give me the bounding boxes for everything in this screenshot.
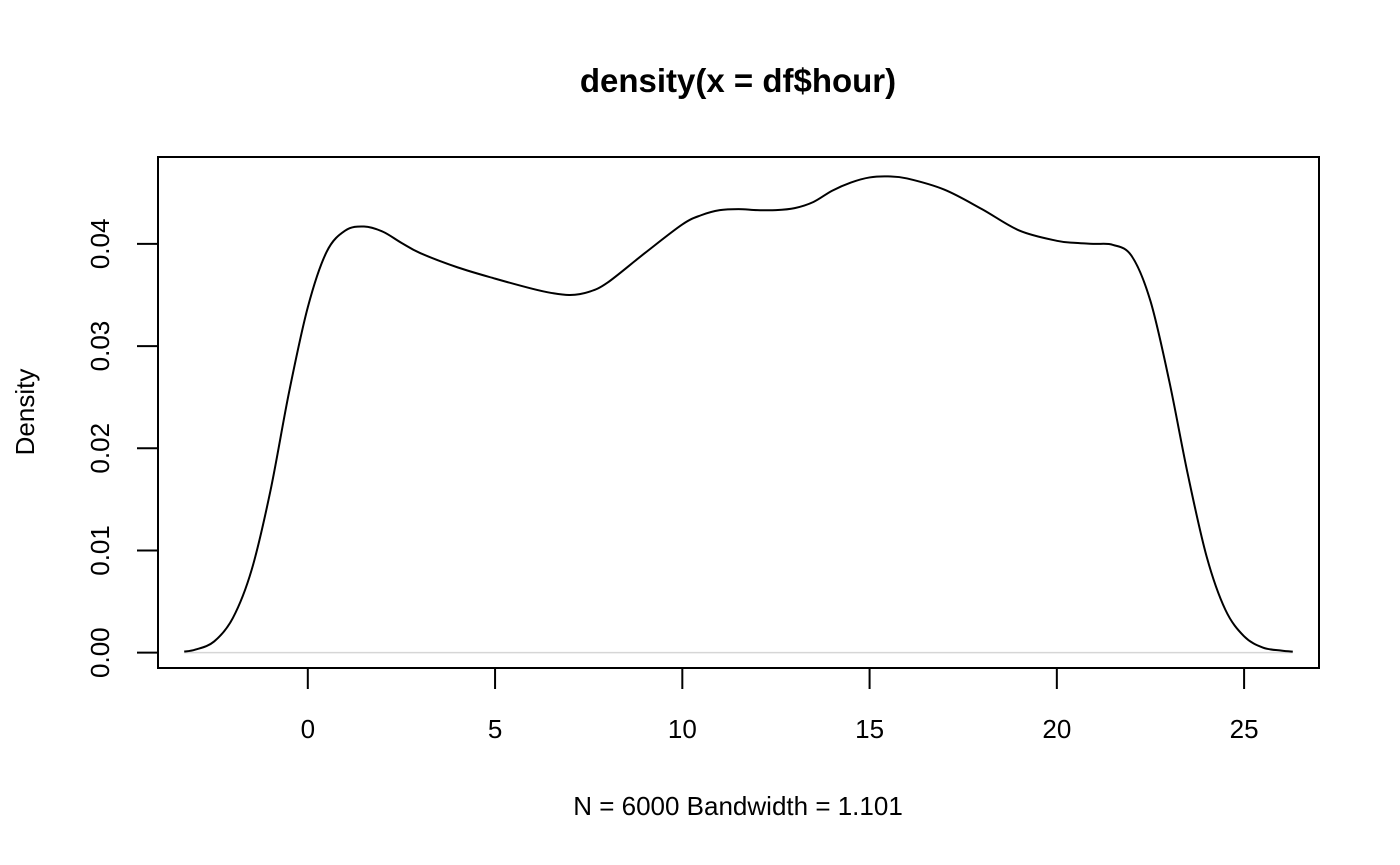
x-tick-label: 10 [668, 714, 697, 744]
y-tick-label: 0.00 [85, 627, 115, 678]
density-curve [184, 175, 1293, 653]
chart-title: density(x = df$hour) [580, 62, 896, 99]
y-tick-label: 0.01 [85, 525, 115, 576]
x-axis-label: N = 6000 Bandwidth = 1.101 [573, 791, 903, 821]
y-tick-label: 0.04 [85, 219, 115, 270]
x-tick-label: 15 [855, 714, 884, 744]
x-tick-label: 20 [1042, 714, 1071, 744]
plot-frame [157, 156, 1320, 669]
y-axis-label: Density [10, 369, 40, 456]
x-tick-label: 5 [488, 714, 502, 744]
y-axis: 0.00 0.01 0.02 0.03 0.04 [85, 219, 159, 678]
x-tick-label: 25 [1230, 714, 1259, 744]
y-tick-label: 0.03 [85, 321, 115, 372]
y-tick-label: 0.02 [85, 423, 115, 474]
x-tick-label: 0 [301, 714, 315, 744]
x-axis: 0 5 10 15 20 25 [301, 667, 1259, 744]
